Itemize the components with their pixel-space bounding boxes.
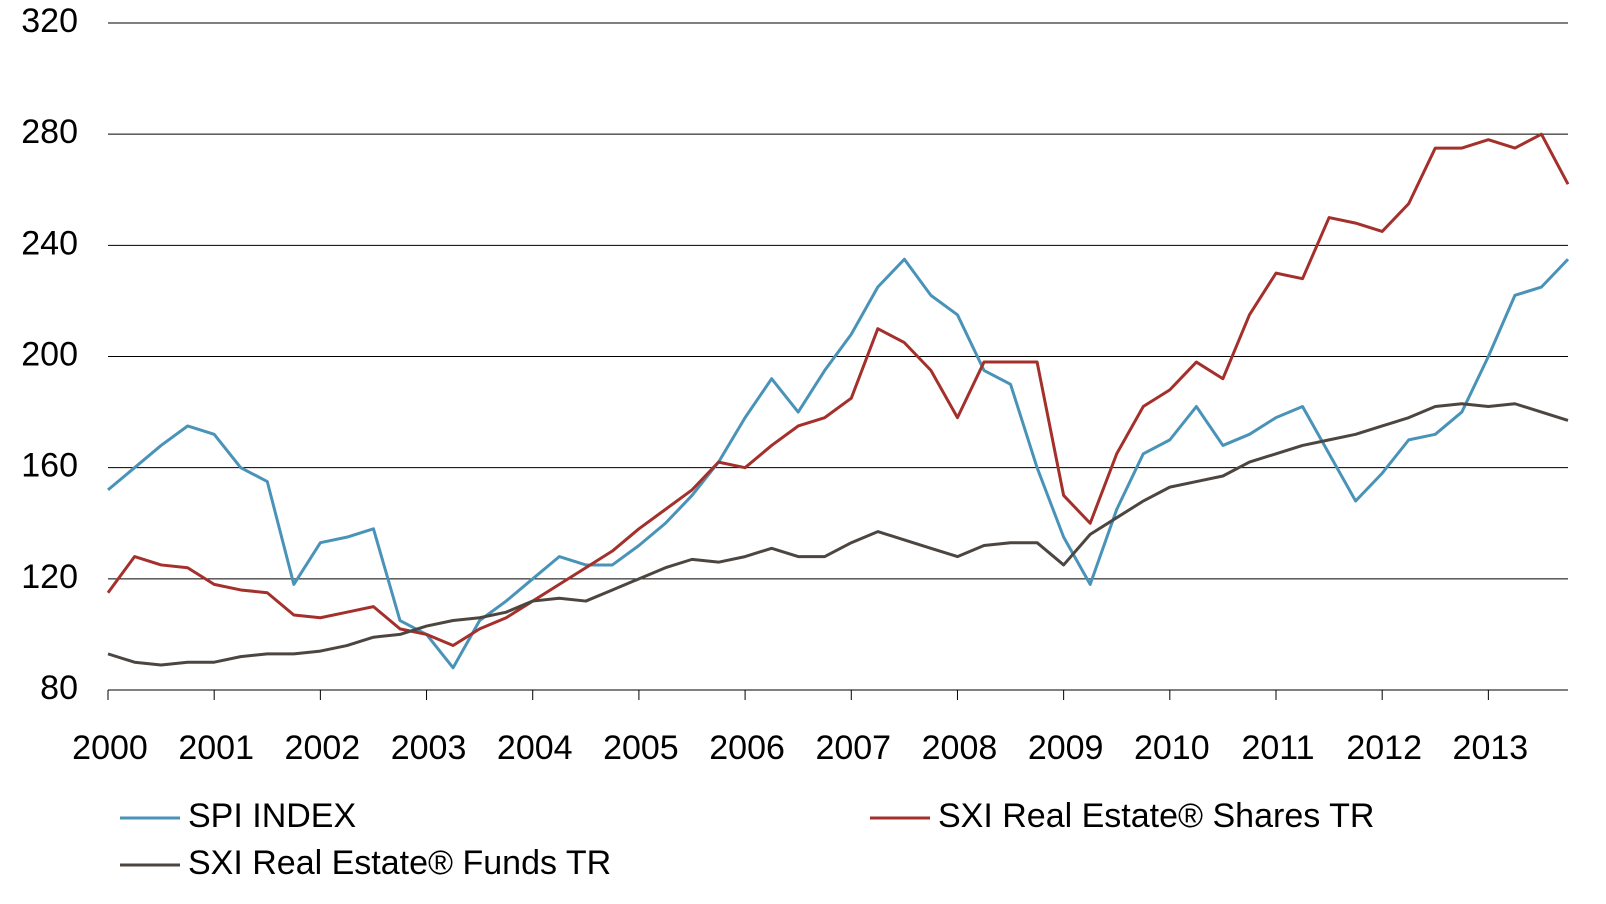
- y-tick-label: 280: [21, 113, 78, 151]
- series-line: [107, 257, 1570, 670]
- x-tick-label: 2011: [1241, 729, 1314, 767]
- y-tick-label: 320: [21, 2, 78, 40]
- x-tick-label: 2004: [497, 729, 573, 767]
- x-tick-label: 2006: [709, 729, 785, 767]
- legend-label: SXI Real Estate® Shares TR: [938, 797, 1374, 835]
- x-tick-label: 2009: [1028, 729, 1104, 767]
- x-tick-label: 2003: [391, 729, 467, 767]
- y-tick-label: 200: [21, 335, 78, 373]
- legend-label: SPI INDEX: [188, 797, 356, 835]
- series-line: [107, 402, 1569, 667]
- y-tick-label: 240: [21, 224, 78, 262]
- x-tick-label: 2005: [603, 729, 679, 767]
- series-line: [106, 132, 1570, 648]
- x-tick-label: 2008: [922, 729, 998, 767]
- x-tick-label: 2002: [285, 729, 361, 767]
- y-tick-label: 80: [40, 669, 78, 707]
- x-tick-label: 2001: [178, 729, 254, 767]
- x-tick-label: 2013: [1453, 729, 1529, 767]
- y-tick-label: 120: [21, 558, 78, 596]
- x-tick-label: 2012: [1346, 729, 1422, 767]
- y-tick-label: 160: [21, 447, 78, 485]
- x-tick-label: 2000: [72, 729, 148, 767]
- x-tick-label: 2007: [815, 729, 891, 767]
- x-tick-label: 2010: [1134, 729, 1210, 767]
- legend-label: SXI Real Estate® Funds TR: [188, 844, 611, 882]
